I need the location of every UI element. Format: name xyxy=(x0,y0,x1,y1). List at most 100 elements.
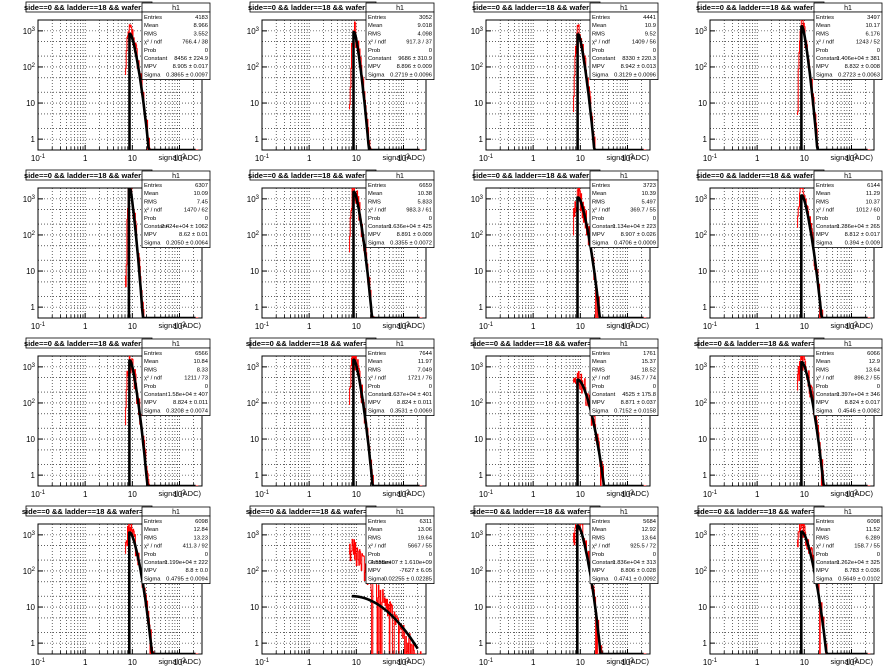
stats-key: MPV xyxy=(144,64,157,70)
chart-panel: 10-1 1 10 102 1 10 102 103 signal (ADC) side==0 &… xyxy=(23,337,211,499)
stats-frame xyxy=(141,515,211,584)
stats-value: 0 xyxy=(205,216,208,222)
stats-key: RMS xyxy=(592,535,605,541)
stats-value: 0 xyxy=(205,552,208,558)
stats-key: MPV xyxy=(816,568,829,574)
stats-value: 15.37 xyxy=(641,359,656,365)
stats-value: 1.836e+04 ± 313 xyxy=(612,560,656,566)
x-tick-label: 102 xyxy=(173,490,186,499)
stats-key: Sigma xyxy=(592,576,609,582)
y-tick-label: 1 xyxy=(255,135,260,144)
stats-value: 10.84 xyxy=(193,359,208,365)
plot-title: side==0 && ladder==18 && wafer==4 xyxy=(696,3,827,12)
stats-value: 983.3 / 61 xyxy=(406,208,432,214)
stats-key: MPV xyxy=(144,400,157,406)
stats-value: 0 xyxy=(877,384,880,390)
stats-key: Constant xyxy=(368,56,392,62)
fit-curve xyxy=(800,194,869,318)
y-tick-label: 10 xyxy=(698,99,707,108)
title-box: side==0 && ladder==18 && wafer==6 xyxy=(248,169,378,181)
histogram-name: h1 xyxy=(620,173,628,180)
y-tick-label: 102 xyxy=(247,231,260,240)
plot-title: side==0 && ladder==18 && wafer==1 xyxy=(24,3,154,12)
stats-value: 6066 xyxy=(867,351,880,357)
stats-value: 0 xyxy=(653,216,656,222)
y-tick-label: 1 xyxy=(703,303,708,312)
stats-value: 917.3 / 37 xyxy=(406,40,432,46)
x-tick-label: 10 xyxy=(576,490,585,499)
stats-key: Mean xyxy=(144,527,159,533)
stats-key: χ² / ndf xyxy=(592,40,610,46)
stats-value: 0 xyxy=(877,48,880,54)
x-axis-label: signal (ADC) xyxy=(606,657,649,666)
stats-frame xyxy=(813,515,883,584)
y-tick-label: 103 xyxy=(247,363,260,372)
stats-value: 1.58e+04 ± 407 xyxy=(168,392,208,398)
stats-key: Constant xyxy=(592,56,616,62)
title-box: side==0 && ladder==18 && wafer==15 xyxy=(470,505,604,517)
histogram-name: h1 xyxy=(396,173,404,180)
stats-key: Sigma xyxy=(592,408,609,414)
stats-key: Prob xyxy=(816,384,828,390)
stats-key: Entries xyxy=(368,519,386,525)
stats-key: Constant xyxy=(816,392,840,398)
stats-box: h1 Entries 6566 Mean 10.84 RMS 8.33 χ² / ndf 121… xyxy=(141,338,211,416)
stats-key: Entries xyxy=(144,15,162,21)
y-tick-label: 10 xyxy=(474,99,483,108)
stats-value: 19.64 xyxy=(417,535,432,541)
x-tick-label: 102 xyxy=(397,322,410,331)
x-tick-label: 1 xyxy=(83,490,88,499)
plot-title: side==0 && ladder==18 && wafer==2 xyxy=(248,3,378,12)
stats-box: h1 Entries 6066 Mean 12.9 RMS 13.64 χ² / ndf 896… xyxy=(813,338,883,416)
stats-value: 8.942 ± 0.013 xyxy=(621,64,656,70)
x-tick-label: 1 xyxy=(531,658,536,667)
fit xyxy=(576,196,645,318)
stats-key: Mean xyxy=(592,23,607,29)
chart-panel: 10-1 1 10 102 1 10 102 103 signal (ADC) side==0 &… xyxy=(470,505,659,667)
y-tick-label: 1 xyxy=(479,639,484,648)
stats-value: 0.02255 ± 0.02285 xyxy=(384,576,432,582)
stats-value: 8.62 ± 0.01 xyxy=(179,232,208,238)
stats-value: 1409 / 56 xyxy=(632,40,656,46)
stats-value: 6659 xyxy=(419,183,432,189)
histogram-name: h1 xyxy=(620,341,628,348)
stats-value: 4.558e+07 ± 1.610e+09 xyxy=(370,560,432,566)
stats-value: 0 xyxy=(877,216,880,222)
stats-value: 13.06 xyxy=(417,527,432,533)
x-tick-label: 102 xyxy=(845,658,858,667)
y-tick-label: 102 xyxy=(695,63,708,72)
chart-panel: 10-1 1 10 102 1 10 102 103 signal (ADC) side==0 &… xyxy=(470,337,659,499)
y-tick-label: 103 xyxy=(471,363,484,372)
title-box: side==0 && ladder==18 && wafer==11 xyxy=(470,337,604,349)
stats-value: 896.2 / 55 xyxy=(854,376,880,382)
chart-panel: 10-1 1 10 102 1 10 102 103 signal (ADC) side==0 &… xyxy=(246,337,435,499)
stats-value: 10.17 xyxy=(865,23,880,29)
chart-panel: 10-1 1 10 102 1 10 102 103 signal (ADC) side==0 &… xyxy=(694,505,883,667)
stats-key: Prob xyxy=(592,384,604,390)
fit-curve xyxy=(127,188,197,318)
chart-panel: 10-1 1 10 102 1 10 102 103 signal (ADC) side==0 &… xyxy=(471,169,659,331)
stats-value: 8.783 ± 0.036 xyxy=(845,568,880,574)
stats-value: 7.049 xyxy=(417,367,432,373)
plot-title: side==0 && ladder==18 && wafer==16 xyxy=(694,507,828,516)
stats-key: Constant xyxy=(144,560,168,566)
stats-value: 6566 xyxy=(195,351,208,357)
stats-value: 8.806 ± 0.028 xyxy=(621,568,656,574)
x-tick-label: 10 xyxy=(800,154,809,163)
stats-value: -7627 ± 6.05 xyxy=(399,568,432,574)
stats-key: Sigma xyxy=(592,72,609,78)
histogram-name: h1 xyxy=(396,509,404,516)
stats-value: 4441 xyxy=(643,15,656,21)
fit-curve xyxy=(351,594,419,650)
stats-key: Entries xyxy=(144,519,162,525)
x-tick-label: 10-1 xyxy=(255,154,270,163)
stats-value: 1.636e+04 ± 425 xyxy=(388,224,432,230)
fit xyxy=(128,32,197,150)
stats-value: 8.871 ± 0.037 xyxy=(621,400,656,406)
stats-box: h1 Entries 4183 Mean 8.966 RMS 3.552 χ² / ndf 76… xyxy=(141,2,211,80)
plot-title: side==0 && ladder==18 && wafer==15 xyxy=(470,507,604,516)
stats-key: Entries xyxy=(592,183,610,189)
plot-title: side==0 && ladder==18 && wafer==13 xyxy=(22,507,156,516)
title-box: side==0 && ladder==18 && wafer==10 xyxy=(246,337,380,349)
